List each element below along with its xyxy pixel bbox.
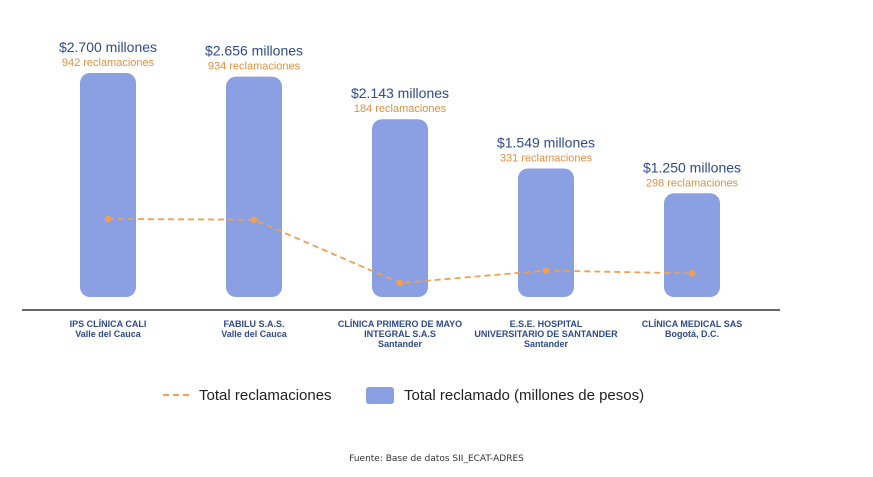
bar-value-label: $2.143 millones <box>351 85 449 101</box>
bar-value-label: $2.656 millones <box>205 43 303 59</box>
bars-group <box>80 73 720 298</box>
claims-count-label: 331 reclamaciones <box>500 152 593 164</box>
category-label: E.S.E. HOSPITAL <box>510 319 583 329</box>
legend-line-swatch <box>163 394 189 396</box>
line-point <box>542 267 550 274</box>
category-label: Valle del Cauca <box>75 329 142 339</box>
value-labels-group: $2.700 millones 942 reclamaciones $2.656 m… <box>59 39 741 189</box>
category-label: CLÍNICA MEDICAL SAS <box>642 319 743 329</box>
claims-count-label: 942 reclamaciones <box>62 57 155 69</box>
line-point <box>396 279 404 287</box>
line-point <box>104 215 112 223</box>
category-label: Santander <box>378 339 423 349</box>
legend-item-line: Total reclamaciones <box>163 383 332 407</box>
bar-value-label: $2.700 millones <box>59 39 157 55</box>
source-note: Fuente: Base de datos SII_ECAT-ADRES <box>349 454 524 464</box>
category-label: INTEGRAL S.A.S <box>364 329 436 339</box>
category-label: IPS CLÍNICA CALI <box>70 319 147 329</box>
bar <box>518 168 574 297</box>
bar-value-label: $1.549 millones <box>497 134 595 150</box>
bar <box>372 119 428 297</box>
claims-count-label: 184 reclamaciones <box>354 103 447 115</box>
legend-line-label: Total reclamaciones <box>199 386 332 404</box>
line-series-group <box>104 215 696 287</box>
category-label: Santander <box>524 339 569 349</box>
legend-bar-label: Total reclamado (millones de pesos) <box>404 386 645 404</box>
bar <box>664 193 720 297</box>
legend-item-bar: Total reclamado (millones de pesos) <box>366 383 644 407</box>
bar <box>80 73 136 297</box>
category-label: Bogotá, D.C. <box>665 329 719 339</box>
claims-count-label: 298 reclamaciones <box>646 177 739 189</box>
category-label: CLÍNICA PRIMERO DE MAYO <box>338 319 462 329</box>
category-label: FABILU S.A.S. <box>223 319 284 329</box>
claims-count-label: 934 reclamaciones <box>208 61 301 73</box>
line-point <box>250 216 258 223</box>
bar-value-label: $1.250 millones <box>643 159 741 175</box>
line-point <box>688 270 696 277</box>
legend: Total reclamaciones Total reclamado (mil… <box>0 383 873 407</box>
bar <box>226 76 282 298</box>
category-label: UNIVERSITARIO DE SANTANDER <box>474 329 618 339</box>
legend-bar-swatch <box>366 386 394 404</box>
category-label: Valle del Cauca <box>221 329 288 339</box>
